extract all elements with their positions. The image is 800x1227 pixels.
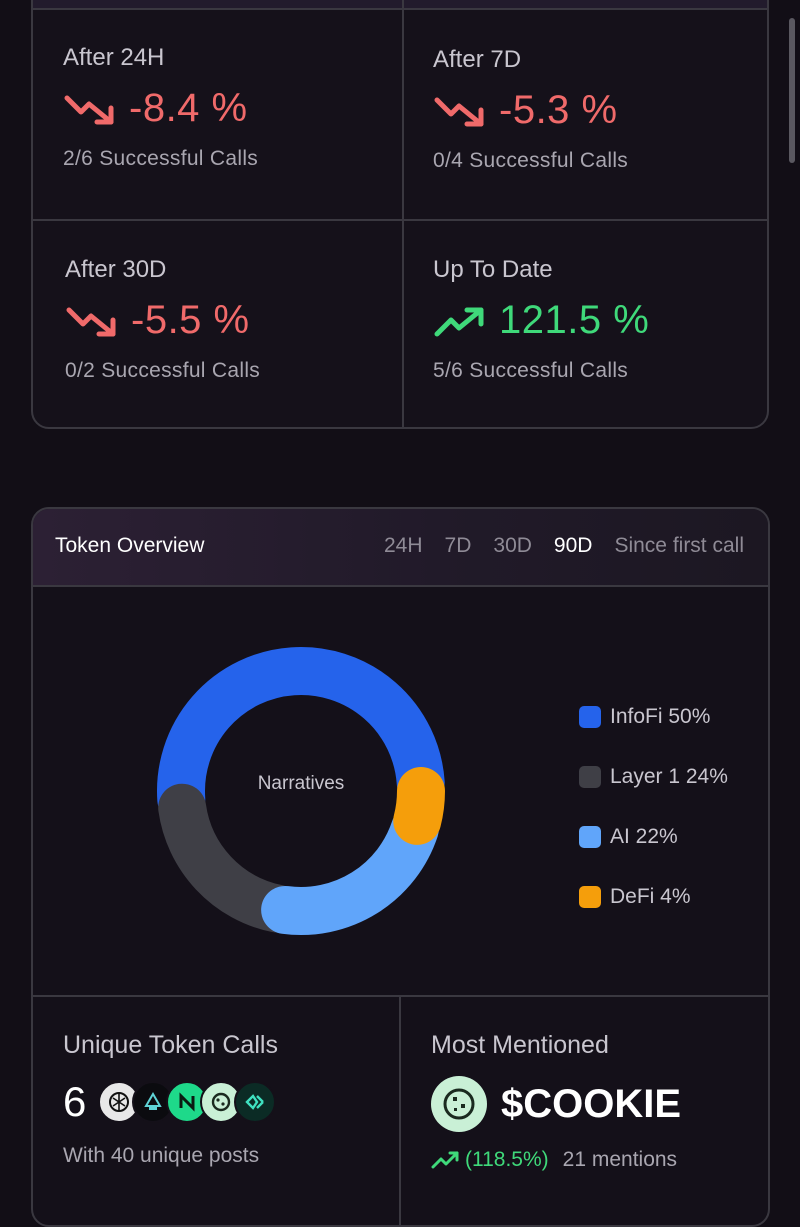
trend-down-icon bbox=[434, 97, 484, 126]
most-mentioned-token[interactable]: $COOKIE bbox=[501, 1081, 682, 1126]
performance-card-header bbox=[33, 0, 767, 10]
donut-slice-layer1[interactable] bbox=[158, 783, 301, 933]
perf-cell-24h: After 24H -8.4 % 2/6 Successful Calls bbox=[63, 44, 258, 171]
donut-slice-infofi[interactable] bbox=[157, 647, 445, 824]
token-avatar-icon[interactable] bbox=[234, 1081, 277, 1123]
perf-sub: 0/2 Successful Calls bbox=[65, 359, 261, 382]
scrollbar[interactable] bbox=[789, 18, 795, 163]
legend-label: DeFi 4% bbox=[610, 885, 691, 908]
token-avatars bbox=[98, 1081, 277, 1123]
donut-center-label: Narratives bbox=[258, 773, 345, 794]
most-mentioned: Most Mentioned $COOKIE (118.5%) 21 menti… bbox=[431, 1031, 681, 1172]
perf-label: After 30D bbox=[65, 256, 167, 283]
token-overview-title: Token Overview bbox=[55, 534, 205, 557]
trend-up-icon bbox=[434, 307, 484, 336]
most-mentioned-label: Most Mentioned bbox=[431, 1031, 609, 1059]
donut-slice-ai[interactable] bbox=[261, 804, 439, 935]
legend-item-defi: DeFi 4% bbox=[579, 867, 728, 927]
perf-label: After 24H bbox=[63, 44, 165, 71]
divider bbox=[399, 995, 401, 1225]
legend-item-infofi: InfoFi 50% bbox=[579, 687, 728, 747]
trend-up-icon bbox=[431, 1151, 459, 1169]
perf-value: -8.4 % bbox=[129, 86, 248, 130]
legend-swatch bbox=[579, 826, 601, 848]
unique-posts-text: With 40 unique posts bbox=[63, 1144, 260, 1167]
legend-label: Layer 1 24% bbox=[610, 765, 728, 788]
unique-token-calls-label: Unique Token Calls bbox=[63, 1031, 278, 1059]
perf-value: -5.5 % bbox=[131, 298, 250, 342]
perf-sub: 5/6 Successful Calls bbox=[433, 359, 629, 382]
legend-swatch bbox=[579, 886, 601, 908]
most-mentioned-change: (118.5%) bbox=[465, 1148, 549, 1171]
timeframe-tabs: 24H 7D 30D 90D Since first call bbox=[384, 534, 744, 558]
perf-cell-30d: After 30D -5.5 % 0/2 Successful Calls bbox=[65, 256, 260, 383]
donut-slice-defi[interactable] bbox=[393, 767, 445, 845]
legend-swatch bbox=[579, 706, 601, 728]
perf-label: After 7D bbox=[433, 46, 522, 73]
divider bbox=[33, 219, 767, 221]
legend-label: AI 22% bbox=[610, 825, 678, 848]
tab-90d[interactable]: 90D bbox=[553, 534, 593, 557]
tab-7d[interactable]: 7D bbox=[444, 534, 472, 557]
perf-label: Up To Date bbox=[433, 256, 553, 283]
token-overview-header: Token Overview 24H 7D 30D 90D Since firs… bbox=[33, 509, 768, 587]
perf-value: -5.3 % bbox=[499, 88, 618, 132]
narratives-donut-chart: Narratives bbox=[157, 647, 445, 935]
most-mentioned-count: 21 mentions bbox=[562, 1148, 678, 1171]
tab-30d[interactable]: 30D bbox=[493, 534, 532, 557]
perf-cell-7d: After 7D -5.3 % 0/4 Successful Calls bbox=[433, 46, 628, 173]
token-overview-card: Token Overview 24H 7D 30D 90D Since firs… bbox=[31, 507, 770, 1227]
performance-card: After 24H -8.4 % 2/6 Successful Calls Af… bbox=[31, 0, 769, 429]
perf-cell-up-to-date: Up To Date 121.5 % 5/6 Successful Calls bbox=[433, 256, 649, 383]
trend-down-icon bbox=[66, 307, 116, 336]
legend-item-layer1: Layer 1 24% bbox=[579, 747, 728, 807]
tab-24h[interactable]: 24H bbox=[384, 534, 423, 557]
trend-down-icon bbox=[64, 95, 114, 124]
cookie-token-icon bbox=[431, 1076, 487, 1132]
legend-swatch bbox=[579, 766, 601, 788]
legend-item-ai: AI 22% bbox=[579, 807, 728, 867]
perf-sub: 0/4 Successful Calls bbox=[433, 149, 629, 172]
perf-value: 121.5 % bbox=[499, 298, 650, 342]
unique-token-calls: Unique Token Calls 6 bbox=[63, 1031, 278, 1168]
donut-legend: InfoFi 50% Layer 1 24% AI 22% DeFi 4% bbox=[579, 687, 728, 927]
legend-label: InfoFi 50% bbox=[610, 705, 711, 728]
tab-since-first-call[interactable]: Since first call bbox=[614, 534, 744, 557]
perf-sub: 2/6 Successful Calls bbox=[63, 147, 259, 170]
unique-token-count: 6 bbox=[63, 1078, 87, 1125]
divider bbox=[402, 0, 404, 427]
